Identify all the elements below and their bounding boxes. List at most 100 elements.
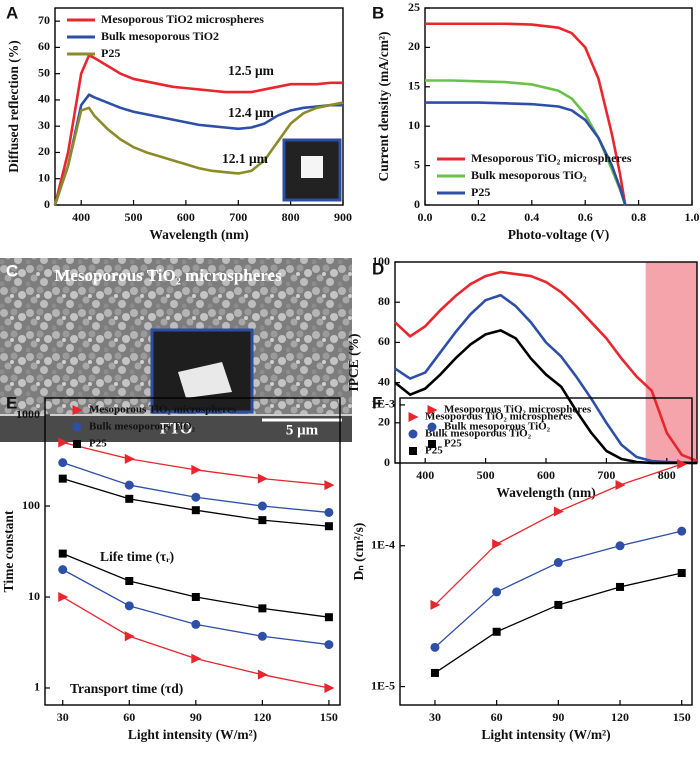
marker (73, 440, 81, 448)
series-line (394, 293, 698, 465)
marker (58, 592, 69, 603)
marker (553, 506, 564, 517)
x-tick-label: 30 (429, 710, 441, 724)
y-tick-label: 10 (408, 118, 420, 132)
x-tick-label: 90 (190, 710, 202, 724)
y-tick-label: 0 (414, 197, 420, 211)
y-tick-label: 30 (38, 118, 50, 132)
x-tick-label: 60 (123, 710, 135, 724)
marker (191, 619, 201, 629)
annotation: Life time (τᵣ) (100, 549, 174, 564)
marker (124, 453, 135, 464)
panel-label: A (6, 3, 18, 22)
annotation: 12.1 μm (222, 151, 269, 166)
x-tick-label: 600 (177, 210, 195, 224)
marker (554, 600, 563, 609)
y-tick-label: 10 (28, 589, 40, 603)
legend-label: Bulk mesoporous TiO2 (101, 29, 219, 43)
marker (430, 642, 440, 652)
plot-frame (54, 7, 344, 206)
y-tick-label: 40 (38, 92, 50, 106)
panel-label: E (6, 393, 17, 412)
marker (408, 412, 419, 422)
y-tick-label: 0 (384, 455, 390, 469)
marker (58, 549, 67, 558)
marker (492, 538, 503, 549)
y-axis-title: Dₙ (cm²/s) (351, 523, 366, 581)
series-line (394, 270, 698, 463)
x-tick-label: 800 (282, 210, 300, 224)
marker (409, 447, 417, 455)
series-line (434, 572, 682, 674)
y-tick-label: 70 (38, 13, 50, 27)
x-tick-label: 500 (477, 468, 495, 482)
marker (553, 558, 563, 568)
y-axis-title: Time constant (1, 510, 16, 592)
x-tick-label: 400 (72, 210, 90, 224)
plot-frame (44, 397, 341, 706)
legend-label: Mesoporous TiO₂ microspheres (471, 151, 632, 165)
y-tick-label: 1E-3 (371, 397, 395, 411)
y-tick-label: 15 (408, 79, 420, 93)
marker (427, 405, 438, 415)
x-axis-title: Photo-voltage (V) (508, 227, 610, 242)
marker (324, 480, 335, 491)
legend-label: P25 (89, 438, 107, 450)
series-line (394, 329, 697, 465)
x-tick-label: 500 (125, 210, 143, 224)
legend-label: P25 (101, 46, 120, 60)
marker (125, 576, 134, 585)
marker (324, 613, 333, 622)
y-tick-label: 50 (38, 65, 50, 79)
x-tick-label: 700 (229, 210, 247, 224)
x-tick-label: 700 (597, 468, 615, 482)
x-tick-label: 0.4 (524, 210, 539, 224)
image-title: Mesoporous TiO₂ microspheres (54, 266, 282, 285)
x-axis-title: Wavelength (nm) (149, 227, 248, 242)
marker (258, 516, 267, 525)
y-tick-label: 1 (34, 680, 40, 694)
legend-label: Mesoporous TiO₂ microspheres (444, 404, 592, 416)
series-line (53, 53, 343, 206)
marker (58, 458, 68, 468)
marker (615, 480, 626, 491)
series-line (425, 101, 627, 206)
x-tick-label: 60 (491, 710, 503, 724)
legend-label: P25 (471, 185, 490, 199)
y-tick-label: 10 (38, 170, 50, 184)
y-tick-label: 1E-4 (371, 538, 395, 552)
marker (125, 494, 134, 503)
marker (124, 631, 135, 642)
y-tick-label: 0 (44, 197, 50, 211)
substrate-label: FTO (160, 421, 193, 438)
marker (324, 507, 334, 517)
annotation: 12.4 μm (228, 105, 275, 120)
marker (428, 440, 436, 448)
y-tick-label: 25 (408, 0, 420, 14)
x-tick-label: 120 (611, 710, 629, 724)
legend-label: Bulk mesoporous TiO₂ (89, 421, 196, 433)
marker (124, 480, 134, 490)
x-tick-label: 150 (673, 710, 691, 724)
y-tick-label: 1000 (16, 407, 40, 421)
series-line (53, 101, 344, 206)
marker (408, 429, 418, 439)
plot-frame (399, 397, 693, 706)
marker (257, 669, 268, 680)
marker (677, 459, 688, 470)
scale-bar-label: 5 μm (286, 422, 319, 438)
series-line (62, 569, 329, 646)
x-axis-title: Light intensity (W/m²) (481, 727, 610, 742)
x-axis-title: Light intensity (W/m²) (128, 727, 257, 742)
marker (616, 582, 625, 591)
series-line (425, 22, 627, 206)
marker (58, 474, 67, 483)
marker (124, 601, 134, 611)
y-tick-label: 20 (408, 39, 420, 53)
marker (324, 522, 333, 531)
marker (257, 501, 267, 511)
y-axis-title: Diffused reflection (%) (6, 40, 21, 172)
marker (324, 682, 335, 693)
legend-label: Mesoporous TiO2 microspheres (101, 12, 264, 26)
y-tick-label: 40 (378, 374, 390, 388)
